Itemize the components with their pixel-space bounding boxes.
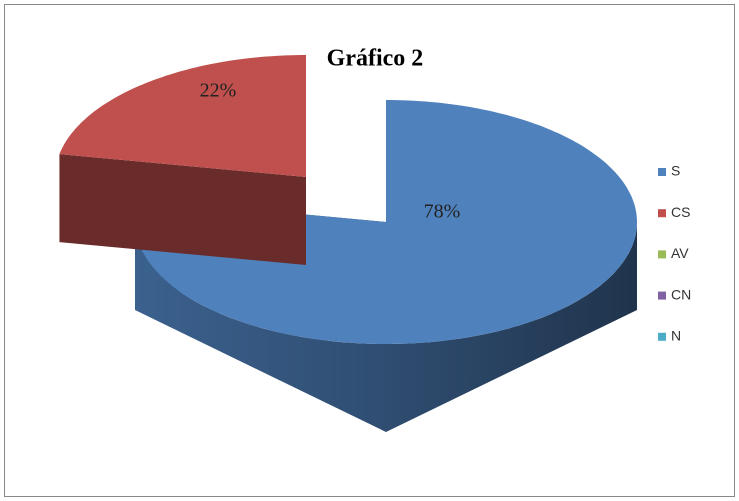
legend-swatch	[658, 209, 666, 218]
slice-side	[135, 222, 637, 432]
data-label: 78%	[424, 201, 461, 223]
pie-slice	[59, 55, 307, 265]
slice-top	[59, 55, 307, 177]
data-label: 22%	[200, 80, 237, 102]
legend-label: CN	[671, 286, 691, 302]
legend-label: CS	[671, 204, 690, 220]
legend-swatch	[658, 250, 666, 259]
legend-swatch	[658, 168, 666, 176]
legend-label: N	[671, 328, 681, 344]
slice-cut-face	[59, 154, 307, 265]
legend-swatch	[658, 332, 666, 341]
slice-top	[135, 100, 637, 344]
legend-label: AV	[671, 245, 689, 261]
legend-label: S	[671, 163, 680, 179]
chart-title: Gráfico 2	[327, 46, 424, 72]
legend-swatch	[658, 291, 666, 300]
